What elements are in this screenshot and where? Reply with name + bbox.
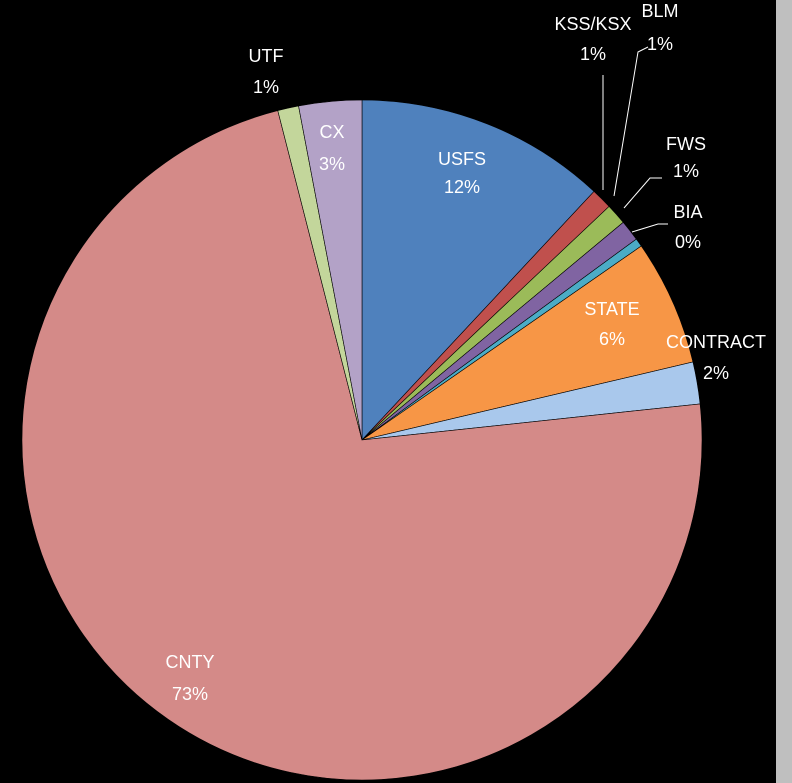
leader-line xyxy=(623,177,662,209)
slice-name: KSS/KSX xyxy=(554,14,631,34)
slice-value-label: 0% xyxy=(675,232,701,252)
pie xyxy=(21,99,703,781)
side-bar xyxy=(776,0,792,783)
slice-name: BIA xyxy=(673,202,702,222)
slice xyxy=(21,110,703,781)
labels: USFS 12% KSS/KSX 1% BLM 1% FWS 1% BIA 0% STATE 6% CO… xyxy=(166,1,767,704)
slice-name: BLM xyxy=(641,1,678,21)
slice xyxy=(298,99,363,441)
slice-name: CX xyxy=(319,122,344,142)
slice-name: USFS xyxy=(438,149,486,169)
slice xyxy=(361,99,595,441)
slice-name: UTF xyxy=(249,46,284,66)
slice-value-label: 6% xyxy=(599,329,625,349)
slice-name: STATE xyxy=(584,299,639,319)
slice xyxy=(361,245,694,441)
slice-value-label: 3% xyxy=(319,154,345,174)
slice-name: CONTRACT xyxy=(666,332,766,352)
leader-line xyxy=(631,223,668,233)
slice-value-label: 1% xyxy=(647,34,673,54)
slice-value-label: 12% xyxy=(444,177,480,197)
slice-value-label: 1% xyxy=(253,77,279,97)
slice-name: FWS xyxy=(666,134,706,154)
slice-value-label: 1% xyxy=(673,161,699,181)
slice-value-label: 2% xyxy=(703,363,729,383)
slice-name: CNTY xyxy=(166,652,215,672)
slice-value-label: 73% xyxy=(172,684,208,704)
leader-line xyxy=(613,46,649,197)
slice-value-label: 1% xyxy=(580,44,606,64)
